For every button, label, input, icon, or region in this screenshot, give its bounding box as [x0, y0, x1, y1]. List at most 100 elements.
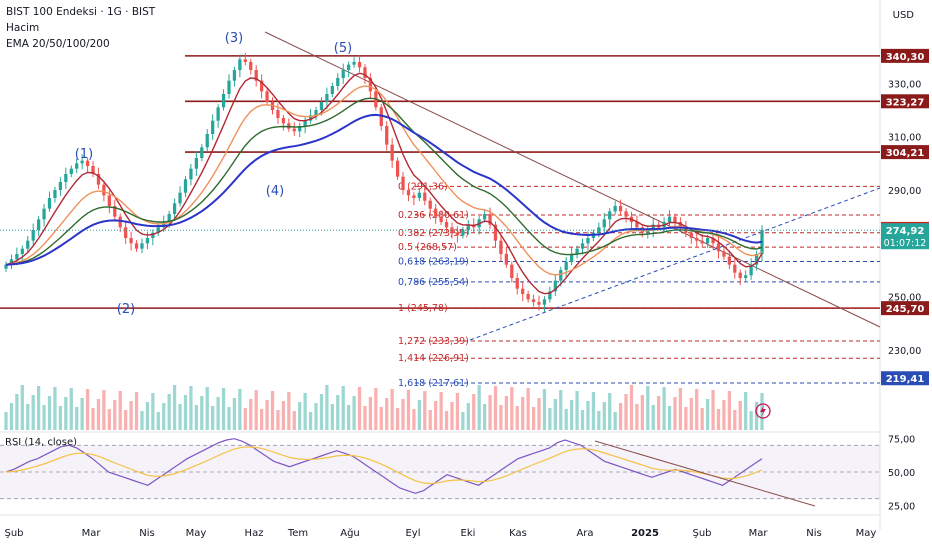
volume-bar: [31, 395, 35, 430]
legend-symbol[interactable]: BIST 100 Endeksi · 1G · BIST: [6, 6, 156, 18]
volume-bar: [515, 406, 519, 430]
candle-body: [695, 238, 699, 241]
volume-bar: [678, 388, 683, 430]
candle-body: [754, 254, 759, 265]
volume-bar: [482, 404, 487, 430]
volume-bar: [608, 393, 612, 430]
x-tick-0: Şub: [4, 528, 23, 539]
volume-bar: [9, 403, 14, 430]
volume-bar: [151, 393, 155, 430]
candle-body: [227, 80, 231, 94]
rsi-band: [0, 445, 880, 499]
candle-body: [586, 238, 590, 244]
candle-body: [395, 160, 400, 177]
volume-bar: [205, 387, 209, 430]
candle-body: [450, 227, 454, 233]
candle-body: [205, 134, 209, 148]
candle-body: [499, 240, 503, 254]
candle-body: [200, 147, 204, 158]
x-tick-8: Eki: [461, 528, 476, 539]
volume-bar: [85, 389, 90, 430]
candle-body: [194, 158, 198, 169]
candle-body: [287, 123, 291, 129]
candle-body: [673, 216, 677, 222]
volume-bar: [722, 400, 726, 430]
candle-body: [80, 160, 84, 164]
legend-volume[interactable]: Hacim: [6, 22, 40, 34]
candle-body: [580, 243, 585, 249]
volume-bar: [548, 408, 552, 430]
volume-bar: [368, 397, 373, 430]
price-label-box-6: [881, 371, 929, 386]
candle-body: [151, 232, 155, 238]
candle-body: [618, 206, 623, 212]
candle-body: [107, 195, 111, 206]
candle-body: [113, 206, 117, 217]
volume-bar: [314, 403, 318, 430]
candle-body: [439, 216, 443, 222]
candle-body: [330, 86, 334, 94]
ema50-line: [5, 85, 763, 276]
volume-bar: [167, 394, 171, 430]
volume-bar: [559, 390, 563, 430]
volume-bar: [37, 386, 41, 430]
volume-bar: [531, 407, 536, 430]
candle-body: [211, 120, 215, 134]
volume-bar: [249, 399, 253, 430]
price-label-6: 219,41: [886, 374, 925, 385]
price-label-box-5: [881, 301, 929, 316]
candle-body: [488, 214, 492, 225]
candle-body: [102, 184, 106, 196]
currency-label[interactable]: USD: [892, 10, 914, 21]
candle-body: [521, 288, 525, 294]
volume-bar: [287, 392, 291, 430]
volume-bar: [156, 412, 160, 430]
candle-body: [385, 126, 389, 145]
candle-body: [69, 168, 73, 174]
candle-body: [417, 192, 421, 198]
legend-ema[interactable]: EMA 20/50/100/200: [6, 38, 110, 50]
candle-body: [482, 214, 487, 220]
price-label-box-2: [881, 145, 929, 160]
volume-bar: [744, 392, 748, 430]
candle-body: [689, 232, 693, 238]
x-tick-11: 2025: [631, 528, 659, 539]
volume-bar: [15, 394, 19, 430]
uptrend-line: [469, 187, 881, 341]
x-tick-6: Ağu: [340, 527, 360, 539]
price-label-2: 304,21: [886, 148, 925, 159]
volume-bar: [542, 389, 547, 430]
volume-bar: [276, 410, 280, 430]
ema200-line: [5, 113, 763, 266]
x-tick-3: May: [186, 528, 207, 539]
volume-bar: [618, 403, 623, 430]
volume-bar: [624, 394, 628, 430]
candle-body: [91, 166, 95, 174]
candle-body: [47, 198, 52, 209]
candle-body: [292, 128, 296, 132]
candle-body: [265, 91, 269, 102]
volume-bar: [221, 388, 226, 430]
volume-bar: [613, 412, 617, 430]
volume-bar: [352, 396, 356, 430]
x-tick-4: Haz: [245, 528, 264, 539]
volume-bar: [428, 410, 432, 430]
volume-bar: [232, 398, 237, 430]
candle-body: [221, 94, 226, 108]
volume-bar: [406, 390, 411, 430]
candle-body: [58, 182, 63, 190]
candle-body: [700, 240, 704, 244]
volume-bar: [401, 399, 405, 430]
candle-body: [15, 254, 19, 260]
candle-body: [553, 280, 557, 292]
fib-label-0: 0 (291,36): [398, 181, 448, 192]
volume-bar: [183, 395, 188, 430]
fib-label-9: 1,618 (217,61): [398, 378, 469, 389]
candle-body: [727, 256, 731, 265]
volume-bar: [113, 400, 117, 430]
volume-bar: [325, 385, 329, 430]
candle-body: [548, 291, 552, 300]
volume-bar: [635, 404, 639, 430]
wave-label-0: (1): [75, 147, 93, 162]
